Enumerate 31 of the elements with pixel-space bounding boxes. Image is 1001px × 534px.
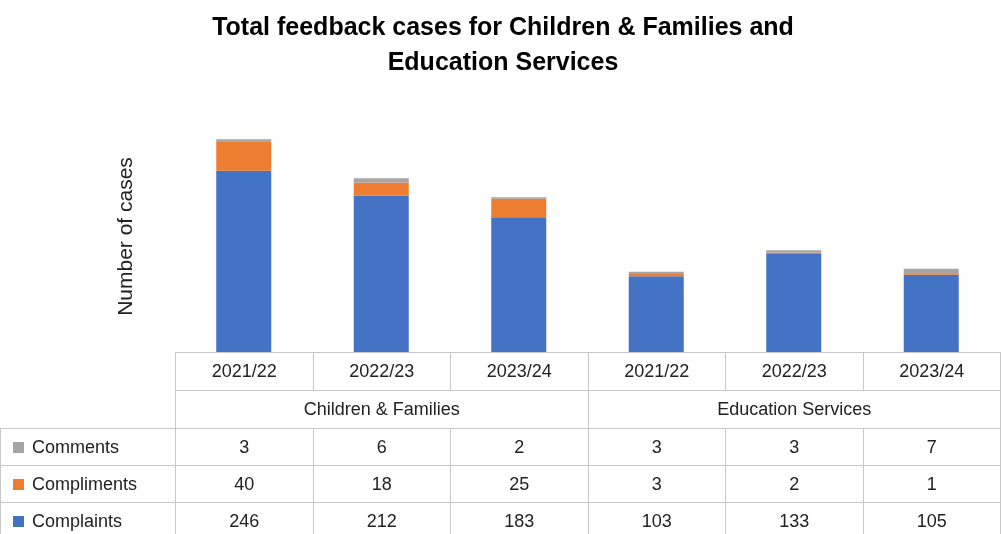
data-label: 6 [313,428,451,466]
x-tick-label: 2023/24 [863,352,1001,391]
x-tick-label: 2021/22 [175,352,313,391]
data-label: 2 [725,465,863,503]
legend-label: Comments [0,428,176,466]
data-label: 103 [588,502,726,534]
x-tick-label: 2022/23 [725,352,863,391]
x-tick-label: 2021/22 [588,352,726,391]
data-label: 7 [863,428,1001,466]
data-label: 3 [588,465,726,503]
x-tick-label: 2023/24 [450,352,588,391]
legend-label: Complaints [0,502,176,534]
data-label: 133 [725,502,863,534]
data-label: 18 [313,465,451,503]
x-tick-label: 2022/23 [313,352,451,391]
data-label: 3 [588,428,726,466]
data-label: 3 [175,428,313,466]
data-label: 2 [450,428,588,466]
data-label: 40 [175,465,313,503]
chart-title: Total feedback cases for Children & Families and Education Services [212,12,794,75]
data-label: 105 [863,502,1001,534]
data-label: 1 [863,465,1001,503]
text: Education Services [588,390,1001,429]
y-axis-title: Number of cases [112,157,136,316]
data-label: 3 [725,428,863,466]
data-label: 212 [313,502,451,534]
text: Children & Families [175,390,588,429]
legend-label: Compliments [0,465,176,503]
data-label: 25 [450,465,588,503]
data-label: 183 [450,502,588,534]
data-label: 246 [175,502,313,534]
